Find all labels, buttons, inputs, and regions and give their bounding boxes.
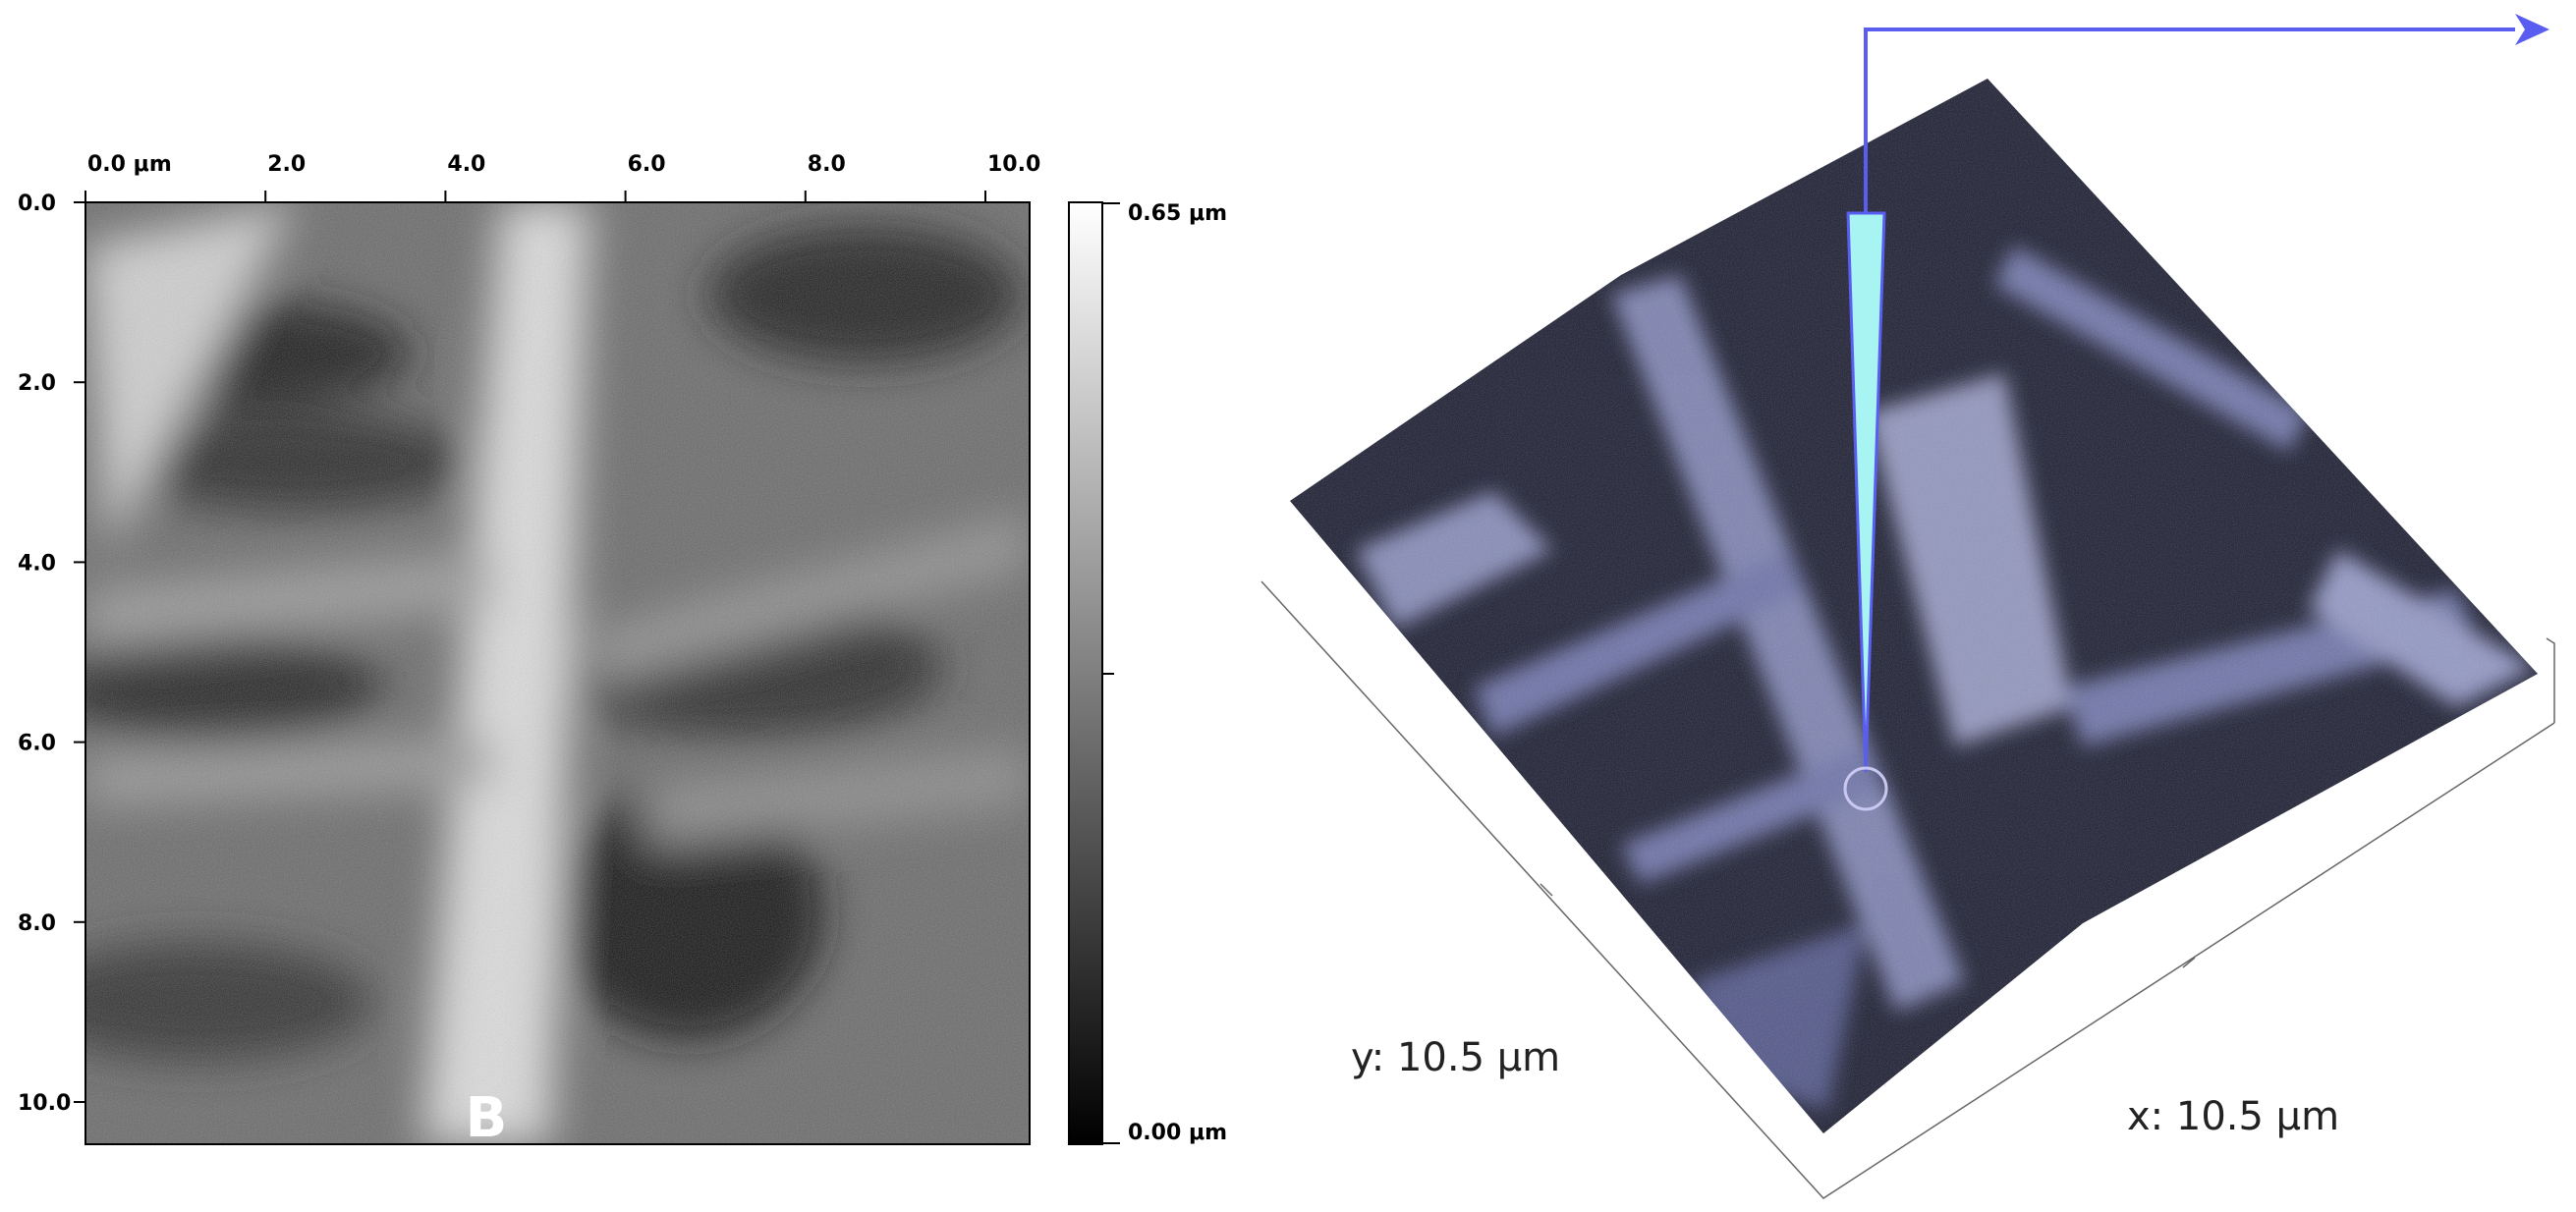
- y-tick-label: 10.0: [18, 1091, 71, 1116]
- x-tick-label: 8.0: [808, 152, 846, 177]
- colorbar: [1069, 202, 1102, 1144]
- y-tick-label: 8.0: [18, 911, 56, 936]
- y-axis-label: y: 10.5 μm: [1351, 1035, 1560, 1080]
- y-tick-label: 4.0: [18, 551, 56, 576]
- x-tick-label: 6.0: [628, 152, 666, 177]
- x-tick-label: 2.0: [267, 152, 306, 177]
- colorbar-max-label: 0.65 μm: [1128, 201, 1227, 226]
- x-tick-label: 10.0: [987, 152, 1040, 177]
- y-tick-label: 6.0: [18, 732, 56, 756]
- y-tick-label: 2.0: [18, 371, 56, 396]
- x-tick-label: 0.0 μm: [87, 152, 172, 177]
- surface-3d: [1261, 69, 2554, 1198]
- x-axis-label: x: 10.5 μm: [2127, 1094, 2339, 1139]
- y-tick-label: 0.0: [18, 192, 56, 216]
- colorbar-min-label: 0.00 μm: [1128, 1121, 1227, 1145]
- x-tick-label: 4.0: [447, 152, 485, 177]
- height-map: [20, 202, 1030, 1144]
- figure: B y: 10.: [0, 0, 2576, 1212]
- panel-label: B: [466, 1086, 508, 1150]
